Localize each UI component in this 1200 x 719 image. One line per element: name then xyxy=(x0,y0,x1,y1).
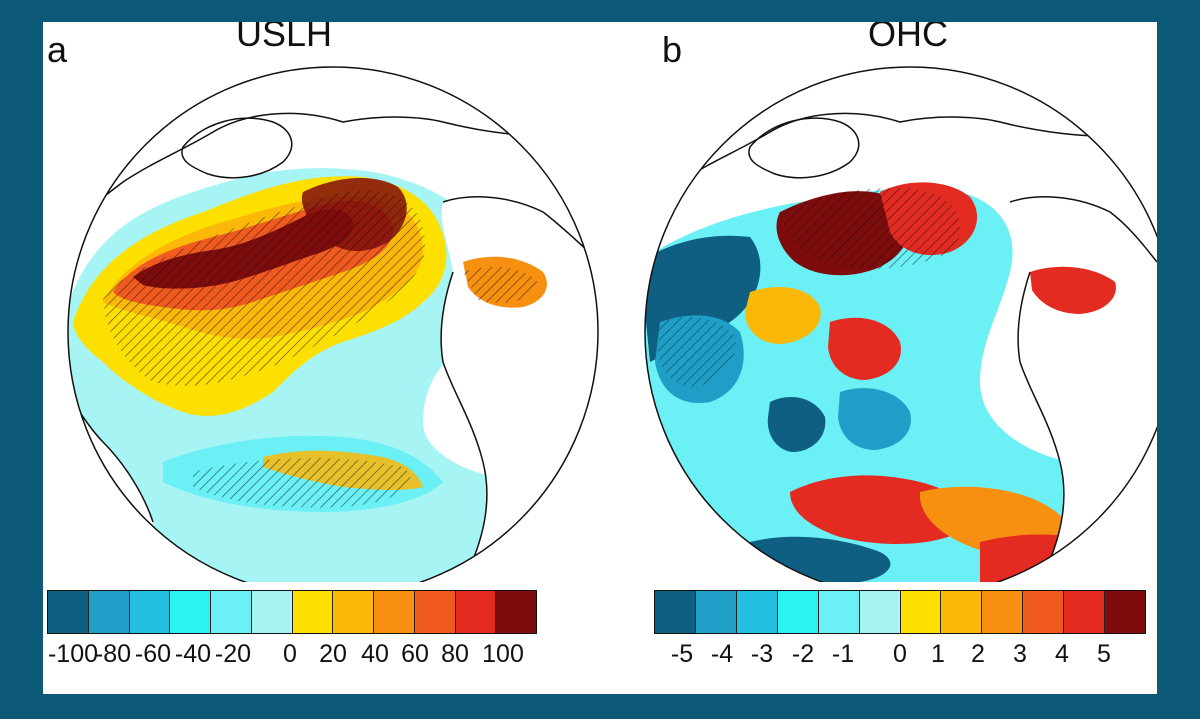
panel-a: a USLH xyxy=(43,22,600,694)
tick-label: 1 xyxy=(931,640,945,668)
tick-label: -60 xyxy=(134,640,172,668)
colorbar-ticks: -5 -4 -3 -2 -1 0 1 2 3 4 5 xyxy=(648,642,1148,672)
tick-label: 2 xyxy=(971,640,985,668)
colorbar-swatch xyxy=(170,591,211,633)
colorbar-swatch xyxy=(900,591,942,633)
panel-title: OHC xyxy=(868,22,948,54)
tick-label: -80 xyxy=(94,640,132,668)
tick-label: 20 xyxy=(319,640,347,668)
colorbar-swatch xyxy=(333,591,374,633)
colorbar-swatch xyxy=(859,591,901,633)
tick-label: 80 xyxy=(441,640,469,668)
colorbar-swatch xyxy=(736,591,778,633)
panel-letter: a xyxy=(47,29,68,70)
colorbar-swatch xyxy=(982,591,1024,633)
colorbar-swatch xyxy=(1064,591,1106,633)
colorbar-swatch xyxy=(374,591,415,633)
colorbar-swatch xyxy=(941,591,983,633)
tick-label: 100 xyxy=(482,640,524,668)
panel-b: b OHC xyxy=(600,22,1157,694)
colorbar-swatch xyxy=(496,591,536,633)
figure-frame: a USLH xyxy=(43,22,1157,694)
tick-label: -1 xyxy=(831,640,855,668)
tick-label: 60 xyxy=(401,640,429,668)
tick-label: -3 xyxy=(750,640,774,668)
colorbar-swatch xyxy=(48,591,89,633)
panel-title: USLH xyxy=(236,22,333,54)
tick-label: 4 xyxy=(1055,640,1069,668)
colorbar-swatch xyxy=(1105,591,1146,633)
tick-label: 0 xyxy=(893,640,907,668)
tick-label: 5 xyxy=(1097,640,1111,668)
globe-map-usl xyxy=(67,66,599,582)
tick-label: -40 xyxy=(174,640,212,668)
tick-label: -20 xyxy=(214,640,252,668)
colorbar xyxy=(47,590,537,634)
globe-map-ohc xyxy=(644,66,1157,582)
tick-label: 40 xyxy=(361,640,389,668)
tick-label: -2 xyxy=(791,640,815,668)
colorbar-swatch xyxy=(251,591,293,633)
colorbar-swatch xyxy=(695,591,737,633)
colorbar-swatch xyxy=(818,591,860,633)
colorbar-swatch xyxy=(129,591,171,633)
colorbar xyxy=(654,590,1146,634)
colorbar-swatch xyxy=(414,591,456,633)
colorbar-swatch xyxy=(455,591,497,633)
panel-letter: b xyxy=(662,29,683,70)
colorbar-swatch xyxy=(655,591,696,633)
colorbar-swatch xyxy=(777,591,819,633)
tick-label: -100 xyxy=(47,640,99,668)
colorbar-swatch xyxy=(292,591,334,633)
tick-label: 3 xyxy=(1013,640,1027,668)
colorbar-swatch xyxy=(211,591,252,633)
colorbar-ticks: -100 -80 -60 -40 -20 0 20 40 60 80 100 xyxy=(43,642,543,672)
tick-label: -5 xyxy=(670,640,694,668)
tick-label: -4 xyxy=(710,640,734,668)
tick-label: 0 xyxy=(283,640,297,668)
colorbar-swatch xyxy=(88,591,130,633)
colorbar-swatch xyxy=(1023,591,1065,633)
